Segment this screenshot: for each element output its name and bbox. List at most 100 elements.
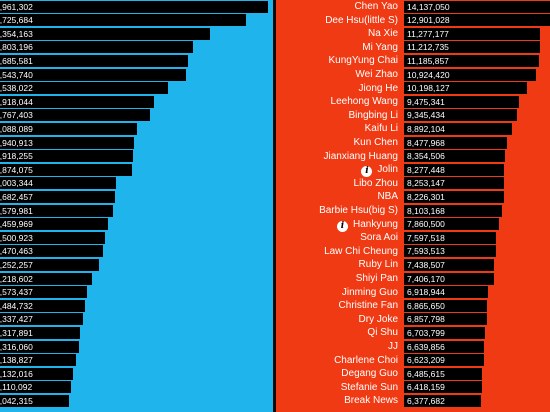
category-label: Wei Zhao	[355, 68, 398, 81]
category-label: Jianxiang Huang	[324, 150, 399, 163]
right-bar-value-label: 9,345,434	[407, 109, 445, 121]
right-ranking-panel: Chen Yao 14,137,050 Dee Hsu(little S) 12,90…	[276, 0, 550, 412]
right-bar-value-label: 6,703,799	[407, 327, 445, 339]
category-name: Jianxiang Huang	[324, 151, 399, 162]
category-name: Barbie Hsu(big S)	[319, 205, 398, 216]
right-bar-value-label: 6,418,159	[407, 381, 445, 393]
left-bar-value-label: 3,218,602	[0, 273, 33, 285]
right-bar-value-label: 7,438,507	[407, 259, 445, 271]
right-bar-value-label: 7,406,170	[407, 273, 445, 285]
left-bar-value-label: 3,573,437	[0, 286, 33, 298]
category-name: Leehong Wang	[331, 96, 398, 107]
category-label: Kaifu Li	[365, 122, 398, 135]
category-name: Jinming Guo	[342, 287, 398, 298]
category-label: Degang Guo	[341, 367, 398, 380]
left-bar-value-label: 3,252,257	[0, 259, 33, 271]
category-label: Libo Zhou	[354, 177, 398, 190]
category-label: Dee Hsu(little S)	[325, 14, 398, 27]
category-label: Ruby Lin	[359, 258, 398, 271]
category-label: Jiong He	[359, 82, 398, 95]
info-icon[interactable]: i	[337, 221, 348, 232]
category-label: i Jolin	[361, 163, 398, 177]
left-bar-value-label: 3,543,740	[0, 69, 33, 81]
right-bar-value-label: 14,137,050	[407, 1, 450, 13]
category-name: Dee Hsu(little S)	[325, 15, 398, 26]
category-name: NBA	[377, 191, 398, 202]
category-label: Shiyi Pan	[356, 272, 398, 285]
category-name: Ruby Lin	[359, 259, 398, 270]
info-icon[interactable]: i	[361, 166, 372, 177]
category-name: Degang Guo	[341, 368, 398, 379]
category-label: Dry Joke	[359, 313, 398, 326]
left-bar-value-label: 3,110,092	[0, 381, 32, 393]
right-bar-value-label: 8,477,968	[407, 137, 445, 149]
left-bar-value-label: 3,500,923	[0, 232, 33, 244]
category-label: KungYung Chai	[328, 54, 398, 67]
category-name: Libo Zhou	[354, 178, 398, 189]
right-bar-value-label: 11,277,177	[407, 28, 449, 40]
right-bar-value-label: 6,377,682	[407, 395, 445, 407]
category-name: Jolin	[377, 164, 398, 175]
right-bar-value-label: 8,226,301	[407, 191, 445, 203]
right-bar-value-label: 6,623,209	[407, 354, 445, 366]
category-name: Wei Zhao	[355, 69, 398, 80]
left-bar	[0, 1, 268, 13]
category-label: Leehong Wang	[331, 95, 398, 108]
left-bar-value-label: 3,484,732	[0, 300, 33, 312]
left-bar-value-label: 3,725,684	[0, 14, 33, 26]
right-bar-value-label: 8,354,506	[407, 150, 445, 162]
category-name: Stefanie Sun	[341, 382, 398, 393]
category-name: Sora Aoi	[360, 232, 398, 243]
category-name: Na Xie	[368, 28, 398, 39]
left-ranking-panel: 3,961,302 3,725,684 3,354,163 3,803,196 3,68…	[0, 0, 273, 412]
left-bar-value-label: 3,042,315	[0, 395, 33, 407]
left-bar-value-label: 3,088,089	[0, 123, 33, 135]
right-bar-value-label: 8,277,448	[407, 164, 445, 176]
right-bar-value-label: 6,639,856	[407, 341, 445, 353]
right-bar-value-label: 10,198,127	[407, 82, 450, 94]
category-label: Christine Fan	[339, 299, 398, 312]
left-bar-value-label: 3,579,981	[0, 205, 33, 217]
left-bar-value-label: 3,940,913	[0, 137, 33, 149]
category-name: Mi Yang	[362, 42, 398, 53]
category-label: JJ	[388, 340, 398, 353]
left-bar-value-label: 3,682,457	[0, 191, 33, 203]
category-label: Stefanie Sun	[341, 381, 398, 394]
category-label: Law Chi Cheung	[324, 245, 398, 258]
category-label: i Hankyung	[337, 218, 398, 232]
right-bar-value-label: 7,593,513	[407, 245, 445, 257]
right-bar-value-label: 6,918,944	[407, 286, 445, 298]
category-name: Shiyi Pan	[356, 273, 398, 284]
category-name: Dry Joke	[359, 314, 398, 325]
right-bar-value-label: 8,103,168	[407, 205, 445, 217]
category-name: Hankyung	[353, 219, 398, 230]
left-bar	[0, 14, 246, 26]
left-bar-value-label: 3,685,581	[0, 55, 33, 67]
right-bar-value-label: 6,485,615	[407, 368, 445, 380]
category-label: NBA	[377, 190, 398, 203]
left-bar-value-label: 3,918,044	[0, 96, 33, 108]
right-bar-value-label: 6,857,798	[407, 313, 445, 325]
left-bar-value-label: 3,874,075	[0, 164, 33, 176]
left-bar-value-label: 3,918,255	[0, 150, 33, 162]
category-name: Charlene Choi	[334, 355, 398, 366]
category-label: Kun Chen	[354, 136, 398, 149]
left-bar-value-label: 3,138,827	[0, 354, 33, 366]
category-name: Bingbing Li	[349, 110, 398, 121]
right-bar-value-label: 12,901,028	[407, 14, 450, 26]
category-name: Law Chi Cheung	[324, 246, 398, 257]
left-bar-value-label: 3,317,891	[0, 327, 33, 339]
left-bar-value-label: 3,470,463	[0, 245, 33, 257]
category-label: Jinming Guo	[342, 286, 398, 299]
category-name: Jiong He	[359, 83, 398, 94]
right-bar-value-label: 8,892,104	[407, 123, 445, 135]
right-bar-value-label: 11,185,857	[407, 55, 449, 67]
left-bar-value-label: 3,316,060	[0, 341, 33, 353]
left-bar-value-label: 3,003,344	[0, 177, 33, 189]
category-label: Bingbing Li	[349, 109, 398, 122]
left-bar-value-label: 3,961,302	[0, 1, 33, 13]
category-label: Break News	[344, 394, 398, 407]
right-bar-value-label: 9,475,341	[407, 96, 445, 108]
category-label: Charlene Choi	[334, 354, 398, 367]
